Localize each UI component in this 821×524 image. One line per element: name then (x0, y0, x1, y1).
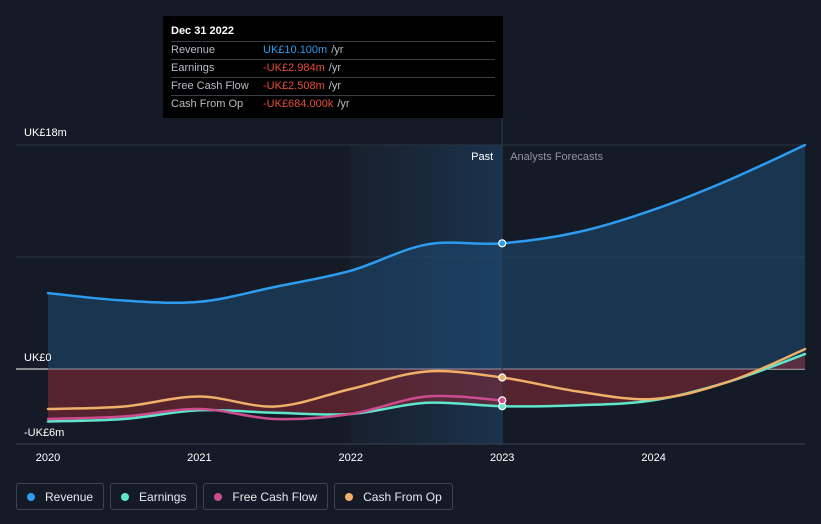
legend-dot-icon (121, 492, 130, 501)
tooltip-label: Free Cash Flow (171, 80, 249, 92)
tooltip-value: -UK£684.000k (263, 98, 334, 110)
tooltip-label: Earnings (171, 62, 215, 74)
tooltip-value: -UK£2.508m (263, 80, 325, 92)
line-free-cash-flow (46, 394, 504, 421)
tooltip-value: -UK£2.984m (263, 62, 325, 74)
hover-points (498, 239, 507, 411)
tooltip-unit: /yr (337, 98, 350, 110)
x-tick-2023: 2023 (490, 452, 514, 464)
tooltip-unit: /yr (328, 62, 341, 74)
tooltip-row-cash-from-op: Cash From Op -UK£684.000k /yr (171, 95, 495, 113)
y-axis-labels: UK£18m UK£0 -UK£6m (24, 127, 67, 439)
legend-item-cash-from-op[interactable]: Cash From Op (334, 483, 453, 510)
x-tick-2020: 2020 (36, 452, 60, 464)
legend-item-earnings[interactable]: Earnings (110, 483, 198, 510)
point-free-cash-flow (498, 396, 507, 405)
legend-item-revenue[interactable]: Revenue (16, 483, 105, 510)
tooltip-label: Cash From Op (171, 98, 244, 110)
point-revenue (498, 239, 507, 248)
forecast-label: Analysts Forecasts (510, 151, 603, 163)
tooltip-row-earnings: Earnings -UK£2.984m /yr (171, 59, 495, 77)
tooltip-label: Revenue (171, 44, 216, 56)
x-axis-labels: 2020 2021 2022 2023 2024 (36, 452, 666, 464)
x-tick-2022: 2022 (339, 452, 363, 464)
tooltip-date: Dec 31 2022 (171, 25, 234, 37)
tooltip: Dec 31 2022 Revenue UK£10.100m /yr Earni… (163, 16, 503, 118)
past-label: Past (471, 151, 493, 163)
tooltip-unit: /yr (328, 80, 341, 92)
area-earnings (48, 354, 805, 422)
line-revenue (46, 143, 807, 305)
legend-dot-icon (27, 492, 35, 501)
x-tick-2024: 2024 (641, 452, 665, 464)
legend-label: Revenue (45, 489, 94, 504)
x-tick-2021: 2021 (187, 452, 211, 464)
series-areas (48, 145, 805, 422)
legend-label: Cash From Op (363, 489, 442, 504)
y-tick-bottom: -UK£6m (24, 427, 64, 439)
series-lines (46, 143, 807, 423)
legend: Revenue Earnings Free Cash Flow Cash Fro… (16, 483, 459, 510)
tooltip-unit: /yr (331, 44, 344, 56)
legend-item-free-cash-flow[interactable]: Free Cash Flow (203, 483, 329, 510)
legend-dot-icon (345, 492, 354, 501)
y-tick-zero: UK£0 (24, 352, 52, 364)
y-tick-top: UK£18m (24, 127, 67, 139)
tooltip-value: UK£10.100m (263, 44, 328, 56)
tooltip-row-free-cash-flow: Free Cash Flow -UK£2.508m /yr (171, 77, 495, 95)
line-cash-from-op (46, 347, 807, 411)
tooltip-row-revenue: Revenue UK£10.100m /yr (171, 41, 495, 59)
point-cash-from-op (498, 373, 507, 382)
legend-label: Free Cash Flow (232, 489, 318, 504)
area-revenue (48, 145, 805, 369)
legend-label: Earnings (139, 489, 187, 504)
legend-dot-icon (214, 492, 223, 501)
